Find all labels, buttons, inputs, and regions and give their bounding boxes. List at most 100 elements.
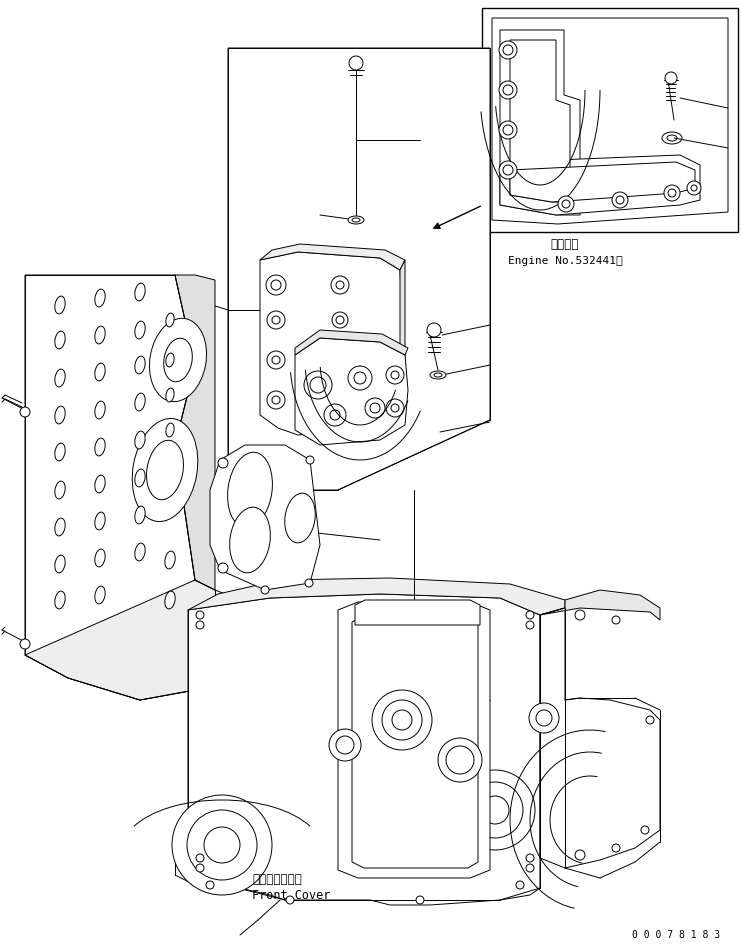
Circle shape <box>526 611 534 619</box>
Circle shape <box>267 311 285 329</box>
Circle shape <box>266 275 286 295</box>
Circle shape <box>305 579 313 587</box>
Ellipse shape <box>285 493 315 543</box>
Ellipse shape <box>352 218 360 222</box>
Circle shape <box>646 716 654 724</box>
Polygon shape <box>25 275 215 700</box>
Ellipse shape <box>166 423 174 437</box>
Ellipse shape <box>135 321 145 339</box>
Circle shape <box>526 621 534 629</box>
Polygon shape <box>540 590 660 620</box>
Circle shape <box>691 185 697 191</box>
Circle shape <box>392 710 412 730</box>
Circle shape <box>329 729 361 761</box>
Ellipse shape <box>95 363 105 381</box>
Circle shape <box>503 165 513 175</box>
Polygon shape <box>355 600 480 625</box>
Circle shape <box>499 81 517 99</box>
Ellipse shape <box>55 555 65 573</box>
Circle shape <box>218 458 228 468</box>
Ellipse shape <box>434 373 442 377</box>
Ellipse shape <box>135 393 145 411</box>
Circle shape <box>20 639 30 649</box>
Ellipse shape <box>166 388 174 402</box>
Polygon shape <box>338 602 490 878</box>
Polygon shape <box>482 8 738 232</box>
Polygon shape <box>500 155 700 215</box>
Circle shape <box>218 563 228 573</box>
Ellipse shape <box>165 591 175 609</box>
Circle shape <box>467 782 523 838</box>
Circle shape <box>336 736 354 754</box>
Circle shape <box>575 610 585 620</box>
Ellipse shape <box>149 318 206 402</box>
Circle shape <box>204 827 240 863</box>
Circle shape <box>391 371 399 379</box>
Circle shape <box>503 85 513 95</box>
Polygon shape <box>352 616 478 868</box>
Text: フロントカバー: フロントカバー <box>252 873 302 886</box>
Circle shape <box>616 196 624 204</box>
Ellipse shape <box>95 438 105 456</box>
Circle shape <box>324 404 346 426</box>
Ellipse shape <box>55 369 65 387</box>
Text: Engine No.532441～: Engine No.532441～ <box>508 256 623 266</box>
Polygon shape <box>260 252 405 435</box>
Ellipse shape <box>95 549 105 567</box>
Text: 適用号機: 適用号機 <box>551 238 580 251</box>
Circle shape <box>427 323 441 337</box>
Circle shape <box>612 844 620 852</box>
Circle shape <box>336 281 344 289</box>
Circle shape <box>286 896 294 904</box>
Circle shape <box>499 161 517 179</box>
Circle shape <box>370 403 380 413</box>
Circle shape <box>267 391 285 409</box>
Ellipse shape <box>132 419 198 522</box>
Circle shape <box>372 690 432 750</box>
Circle shape <box>668 189 676 197</box>
Polygon shape <box>210 445 320 590</box>
Ellipse shape <box>95 586 105 604</box>
Circle shape <box>272 356 280 364</box>
Circle shape <box>664 185 680 201</box>
Circle shape <box>641 826 649 834</box>
Ellipse shape <box>135 431 145 449</box>
Circle shape <box>354 372 366 384</box>
Polygon shape <box>510 162 695 202</box>
Circle shape <box>499 41 517 59</box>
Ellipse shape <box>95 289 105 307</box>
Circle shape <box>267 351 285 369</box>
Circle shape <box>382 700 422 740</box>
Circle shape <box>687 181 701 195</box>
Ellipse shape <box>95 512 105 530</box>
Circle shape <box>206 881 214 889</box>
Circle shape <box>172 795 272 895</box>
Circle shape <box>416 896 424 904</box>
Circle shape <box>332 352 348 368</box>
Circle shape <box>536 710 552 726</box>
Circle shape <box>348 366 372 390</box>
Ellipse shape <box>667 135 677 141</box>
Polygon shape <box>175 275 215 590</box>
Circle shape <box>455 770 535 850</box>
Ellipse shape <box>135 469 145 487</box>
Ellipse shape <box>55 481 65 499</box>
Ellipse shape <box>228 453 272 527</box>
Polygon shape <box>295 330 408 355</box>
Circle shape <box>196 854 204 862</box>
Circle shape <box>529 703 559 733</box>
Ellipse shape <box>95 326 105 344</box>
Ellipse shape <box>55 296 65 313</box>
Circle shape <box>272 316 280 324</box>
Circle shape <box>365 398 385 418</box>
Ellipse shape <box>135 506 145 524</box>
Ellipse shape <box>165 551 175 569</box>
Circle shape <box>558 196 574 212</box>
Ellipse shape <box>95 402 105 419</box>
Circle shape <box>386 366 404 384</box>
Ellipse shape <box>166 313 174 327</box>
Circle shape <box>187 810 257 880</box>
Circle shape <box>271 280 281 290</box>
Ellipse shape <box>135 356 145 374</box>
Ellipse shape <box>55 518 65 536</box>
